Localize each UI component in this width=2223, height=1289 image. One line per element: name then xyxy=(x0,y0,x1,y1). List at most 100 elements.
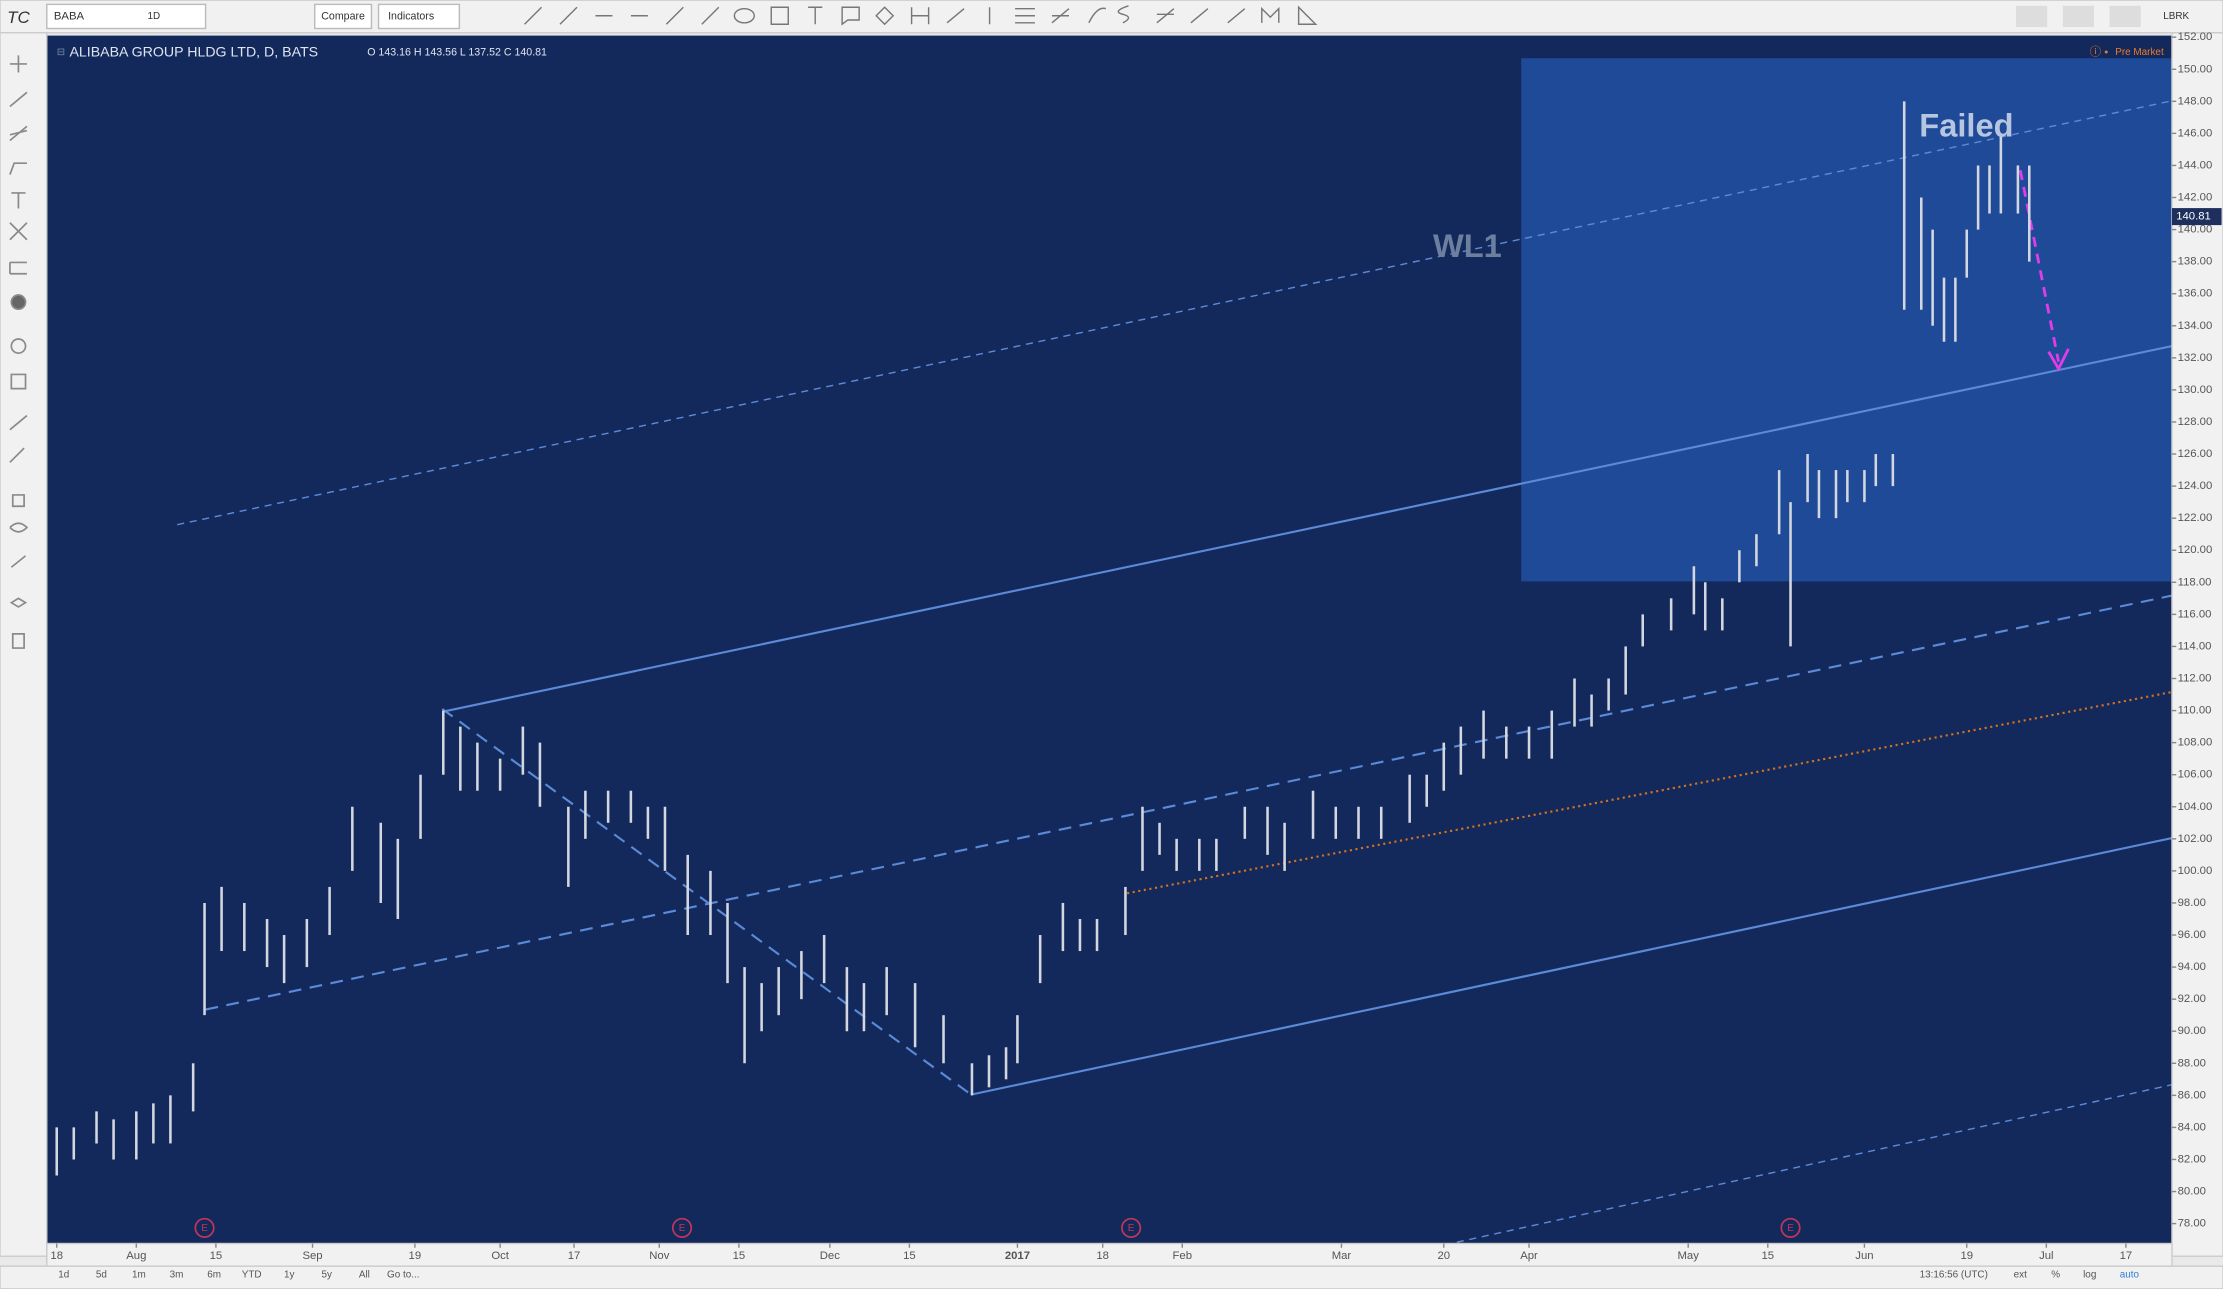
account[interactable]: LBRK xyxy=(2163,11,2189,22)
compare[interactable]: Compare xyxy=(321,10,365,22)
y-tick-label: 88.00 xyxy=(2178,1057,2206,1069)
range-button[interactable]: 5d xyxy=(96,1269,107,1280)
x-tick-label: 18 xyxy=(50,1250,63,1262)
earnings-label[interactable]: E xyxy=(1128,1223,1135,1234)
range-button[interactable]: YTD xyxy=(242,1269,262,1280)
status-icon: ⓘ • xyxy=(2090,46,2108,59)
axis-option[interactable]: ext xyxy=(2014,1269,2027,1280)
bottom-bar xyxy=(0,1265,2223,1289)
publish-button[interactable] xyxy=(2109,5,2141,28)
channel-upper-outer xyxy=(177,100,2172,526)
x-tick-label: May xyxy=(1678,1250,1700,1262)
compare-button[interactable] xyxy=(314,3,373,30)
bottom-controls: 1d 5d 1m 3m 6m YTD 1y 5y All Go to... 13:16:56 (UT… xyxy=(58,1269,2139,1280)
left-tools[interactable] xyxy=(9,55,29,649)
y-tick-label: 130.00 xyxy=(2178,384,2213,396)
x-tick-label: 19 xyxy=(409,1250,422,1262)
highlight-zone xyxy=(1521,58,2172,582)
ohlc-legend: O 143.16 H 143.56 L 137.52 C 140.81 xyxy=(367,46,547,58)
y-tick-label: 86.00 xyxy=(2178,1089,2206,1101)
axis-option[interactable]: auto xyxy=(2120,1269,2140,1280)
x-tick-label: 15 xyxy=(903,1250,916,1262)
y-tick-label: 80.00 xyxy=(2178,1186,2206,1198)
range-button[interactable]: 1d xyxy=(58,1269,69,1280)
y-tick-label: 106.00 xyxy=(2178,769,2213,781)
y-tick-label: 136.00 xyxy=(2178,288,2213,300)
y-tick-label: 146.00 xyxy=(2178,127,2213,139)
earnings-label[interactable]: E xyxy=(201,1223,208,1234)
earnings-marker[interactable] xyxy=(194,1217,215,1238)
indicators[interactable]: Indicators xyxy=(388,10,434,22)
symbol-box[interactable] xyxy=(46,3,207,30)
support-line xyxy=(1126,690,2172,895)
earnings-marker[interactable] xyxy=(1780,1217,1801,1238)
axis-option[interactable]: % xyxy=(2051,1269,2060,1280)
y-tick-label: 122.00 xyxy=(2178,512,2213,524)
y-tick-label: 94.00 xyxy=(2178,961,2206,973)
y-tick-label: 114.00 xyxy=(2178,640,2212,652)
y-tick-label: 138.00 xyxy=(2178,256,2213,268)
symbol[interactable]: BABA xyxy=(54,10,85,22)
x-tick-label: Sep xyxy=(302,1250,322,1262)
x-tick-label: Mar xyxy=(1332,1250,1352,1262)
y-tick-label: 150.00 xyxy=(2178,63,2213,75)
market-status: Pre Market xyxy=(2115,47,2164,58)
y-tick-label: 84.00 xyxy=(2178,1121,2206,1133)
x-tick-label: Jun xyxy=(1855,1250,1873,1262)
y-tick-label: 78.00 xyxy=(2178,1218,2206,1230)
earnings-marker[interactable] xyxy=(1121,1217,1142,1238)
y-tick-label: 124.00 xyxy=(2178,480,2213,492)
trend-down xyxy=(441,708,972,1096)
range-button[interactable]: 6m xyxy=(207,1269,221,1280)
x-tick-label: 19 xyxy=(1960,1250,1973,1262)
goto-button[interactable]: Go to... xyxy=(387,1269,420,1280)
range-button[interactable]: 1m xyxy=(132,1269,146,1280)
y-tick-label: 144.00 xyxy=(2178,159,2213,171)
x-tick-label: 20 xyxy=(1437,1250,1450,1262)
clock: 13:16:56 (UTC) xyxy=(1920,1269,1988,1280)
x-tick-label: 17 xyxy=(2120,1250,2133,1262)
earnings-label[interactable]: E xyxy=(1787,1223,1794,1234)
x-tick-label: Apr xyxy=(1520,1250,1538,1262)
axis-option[interactable]: log xyxy=(2083,1269,2096,1280)
y-tick-label: 148.00 xyxy=(2178,95,2213,107)
y-tick-label: 126.00 xyxy=(2178,448,2213,460)
x-tick-label: Aug xyxy=(126,1250,146,1262)
price-bars xyxy=(55,101,2031,1176)
x-tick-label: Oct xyxy=(491,1250,509,1262)
x-tick-label: 15 xyxy=(210,1250,223,1262)
channel-median xyxy=(205,594,2172,1011)
range-button[interactable]: 5y xyxy=(322,1269,333,1280)
y-tick-label: 132.00 xyxy=(2178,352,2213,364)
indicators-button[interactable] xyxy=(377,3,461,30)
range-button[interactable]: All xyxy=(359,1269,370,1280)
time-axis xyxy=(46,1242,2173,1267)
earnings-marker[interactable] xyxy=(671,1217,693,1238)
y-tick-label: 142.00 xyxy=(2178,192,2213,204)
axes: 78.00 80.00 82.00 84.00 86.00 88.00 90.00 92.00… xyxy=(50,31,2222,1262)
x-tick-label: 17 xyxy=(568,1250,581,1262)
projection-arrow xyxy=(2018,169,2060,362)
cloud-button[interactable] xyxy=(2062,5,2094,28)
last-price-box xyxy=(2171,208,2222,226)
earnings-label[interactable]: E xyxy=(679,1223,686,1234)
interval[interactable]: 1D xyxy=(147,11,160,22)
x-tick-label: 18 xyxy=(1096,1250,1109,1262)
collapse-icon[interactable]: ⊟ xyxy=(57,47,65,58)
range-button[interactable]: 3m xyxy=(170,1269,184,1280)
layout-button[interactable] xyxy=(2016,5,2048,28)
y-tick-label: 118.00 xyxy=(2178,576,2212,588)
x-tick-label: Jul xyxy=(2039,1250,2053,1262)
y-tick-label: 128.00 xyxy=(2178,416,2213,428)
drawing-tools[interactable] xyxy=(524,5,1318,26)
channel-upper xyxy=(442,345,2172,713)
range-button[interactable]: 1y xyxy=(284,1269,295,1280)
y-tick-label: 134.00 xyxy=(2178,320,2213,332)
x-tick-label: Feb xyxy=(1173,1250,1193,1262)
channel-lower xyxy=(970,836,2172,1096)
y-tick-label: 100.00 xyxy=(2178,865,2213,877)
y-tick-label: 120.00 xyxy=(2178,544,2213,556)
y-tick-label: 108.00 xyxy=(2178,737,2213,749)
